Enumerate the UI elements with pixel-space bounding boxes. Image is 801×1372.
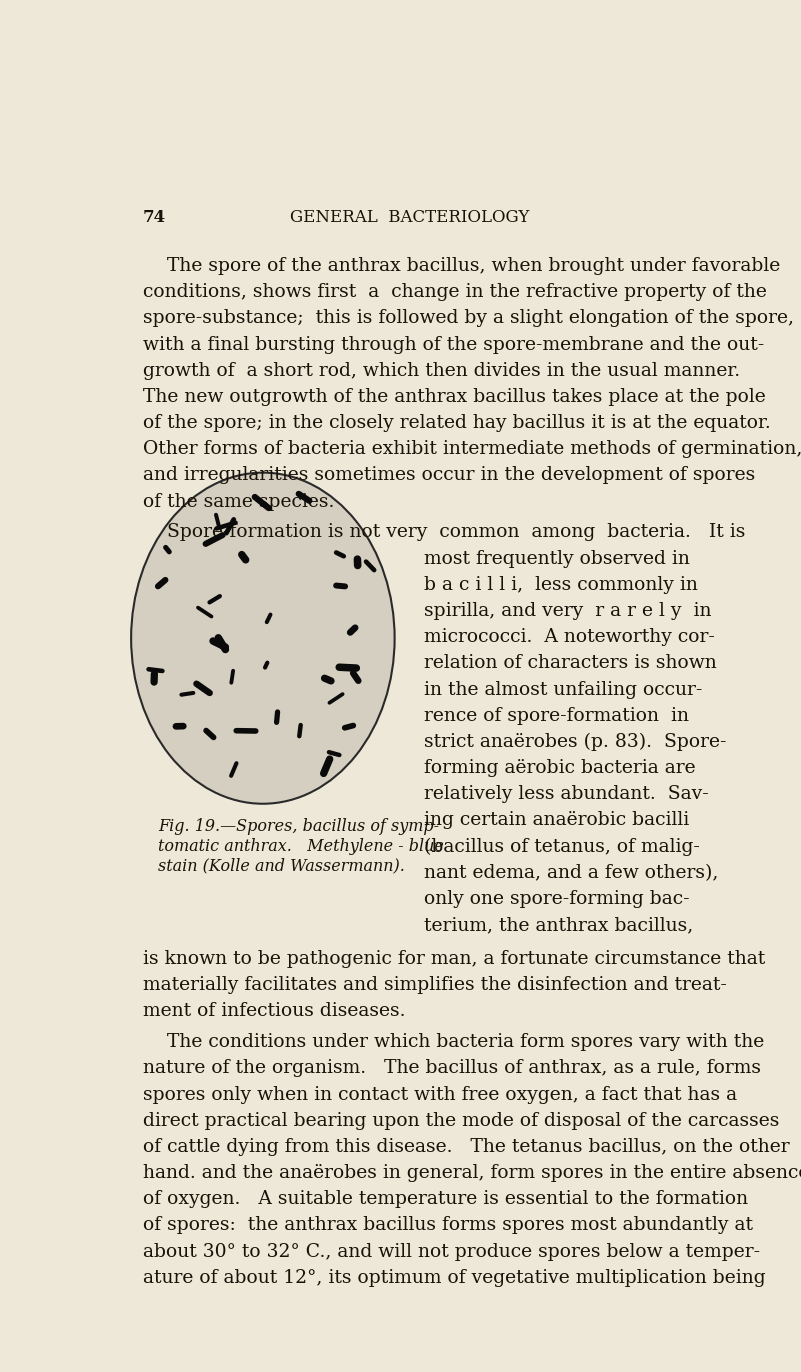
Text: in the almost unfailing occur-: in the almost unfailing occur- — [424, 681, 702, 698]
Text: 74: 74 — [143, 210, 166, 226]
Text: materially facilitates and simplifies the disinfection and treat-: materially facilitates and simplifies th… — [143, 977, 727, 995]
Text: and irregularities sometimes occur in the development of spores: and irregularities sometimes occur in th… — [143, 466, 755, 484]
Text: most frequently observed in: most frequently observed in — [424, 550, 690, 568]
Text: direct practical bearing upon the mode of disposal of the carcasses: direct practical bearing upon the mode o… — [143, 1111, 779, 1129]
Text: stain (Kolle and Wassermann).: stain (Kolle and Wassermann). — [159, 858, 405, 874]
Text: relatively less abundant.  Sav-: relatively less abundant. Sav- — [424, 785, 709, 803]
Text: of cattle dying from this disease.   The tetanus bacillus, on the other: of cattle dying from this disease. The t… — [143, 1137, 789, 1157]
Text: Spore-formation is not very  common  among  bacteria.   It is: Spore-formation is not very common among… — [143, 524, 745, 542]
Text: spirilla, and very  r a r e l y  in: spirilla, and very r a r e l y in — [424, 602, 711, 620]
Text: hand. and the anaërobes in general, form spores in the entire absence: hand. and the anaërobes in general, form… — [143, 1163, 801, 1183]
Ellipse shape — [131, 472, 395, 804]
Text: forming aërobic bacteria are: forming aërobic bacteria are — [424, 759, 696, 777]
Text: about 30° to 32° C., and will not produce spores below a temper-: about 30° to 32° C., and will not produc… — [143, 1243, 760, 1261]
Text: nant edema, and a few others),: nant edema, and a few others), — [424, 864, 718, 882]
Text: The conditions under which bacteria form spores vary with the: The conditions under which bacteria form… — [143, 1033, 764, 1051]
Text: The spore of the anthrax bacillus, when brought under favorable: The spore of the anthrax bacillus, when … — [143, 257, 780, 274]
Text: only one spore-forming bac-: only one spore-forming bac- — [424, 890, 690, 908]
Text: of oxygen.   A suitable temperature is essential to the formation: of oxygen. A suitable temperature is ess… — [143, 1191, 748, 1209]
Text: Other forms of bacteria exhibit intermediate methods of germination,: Other forms of bacteria exhibit intermed… — [143, 440, 801, 458]
Text: The new outgrowth of the anthrax bacillus takes place at the pole: The new outgrowth of the anthrax bacillu… — [143, 388, 766, 406]
Text: terium, the anthrax bacillus,: terium, the anthrax bacillus, — [424, 916, 694, 934]
Text: of the same species.: of the same species. — [143, 493, 334, 510]
Text: tomatic anthrax.   Methylene - blue: tomatic anthrax. Methylene - blue — [159, 838, 444, 855]
Text: spores only when in contact with free oxygen, a fact that has a: spores only when in contact with free ox… — [143, 1085, 737, 1103]
Text: is known to be pathogenic for man, a fortunate circumstance that: is known to be pathogenic for man, a for… — [143, 949, 765, 969]
Text: GENERAL  BACTERIOLOGY: GENERAL BACTERIOLOGY — [291, 210, 529, 226]
Text: of spores:  the anthrax bacillus forms spores most abundantly at: of spores: the anthrax bacillus forms sp… — [143, 1217, 753, 1235]
Text: growth of  a short rod, which then divides in the usual manner.: growth of a short rod, which then divide… — [143, 362, 740, 380]
Text: ing certain anaërobic bacilli: ing certain anaërobic bacilli — [424, 811, 690, 830]
Text: with a final bursting through of the spore-membrane and the out-: with a final bursting through of the spo… — [143, 336, 764, 354]
Text: micrococci.  A noteworthy cor-: micrococci. A noteworthy cor- — [424, 628, 715, 646]
Text: of the spore; in the closely related hay bacillus it is at the equator.: of the spore; in the closely related hay… — [143, 414, 771, 432]
Text: Fig. 19.—Spores, bacillus of symp-: Fig. 19.—Spores, bacillus of symp- — [159, 818, 439, 834]
Text: spore-substance;  this is followed by a slight elongation of the spore,: spore-substance; this is followed by a s… — [143, 310, 794, 328]
Text: (bacillus of tetanus, of malig-: (bacillus of tetanus, of malig- — [424, 838, 700, 856]
Text: ature of about 12°, its optimum of vegetative multiplication being: ature of about 12°, its optimum of veget… — [143, 1269, 766, 1287]
Text: nature of the organism.   The bacillus of anthrax, as a rule, forms: nature of the organism. The bacillus of … — [143, 1059, 761, 1077]
Text: b a c i l l i,  less commonly in: b a c i l l i, less commonly in — [424, 576, 698, 594]
Text: strict anaërobes (p. 83).  Spore-: strict anaërobes (p. 83). Spore- — [424, 733, 727, 750]
Text: ment of infectious diseases.: ment of infectious diseases. — [143, 1003, 405, 1021]
Text: conditions, shows first  a  change in the refractive property of the: conditions, shows first a change in the … — [143, 283, 767, 302]
Text: relation of characters is shown: relation of characters is shown — [424, 654, 717, 672]
Text: rence of spore-formation  in: rence of spore-formation in — [424, 707, 689, 724]
